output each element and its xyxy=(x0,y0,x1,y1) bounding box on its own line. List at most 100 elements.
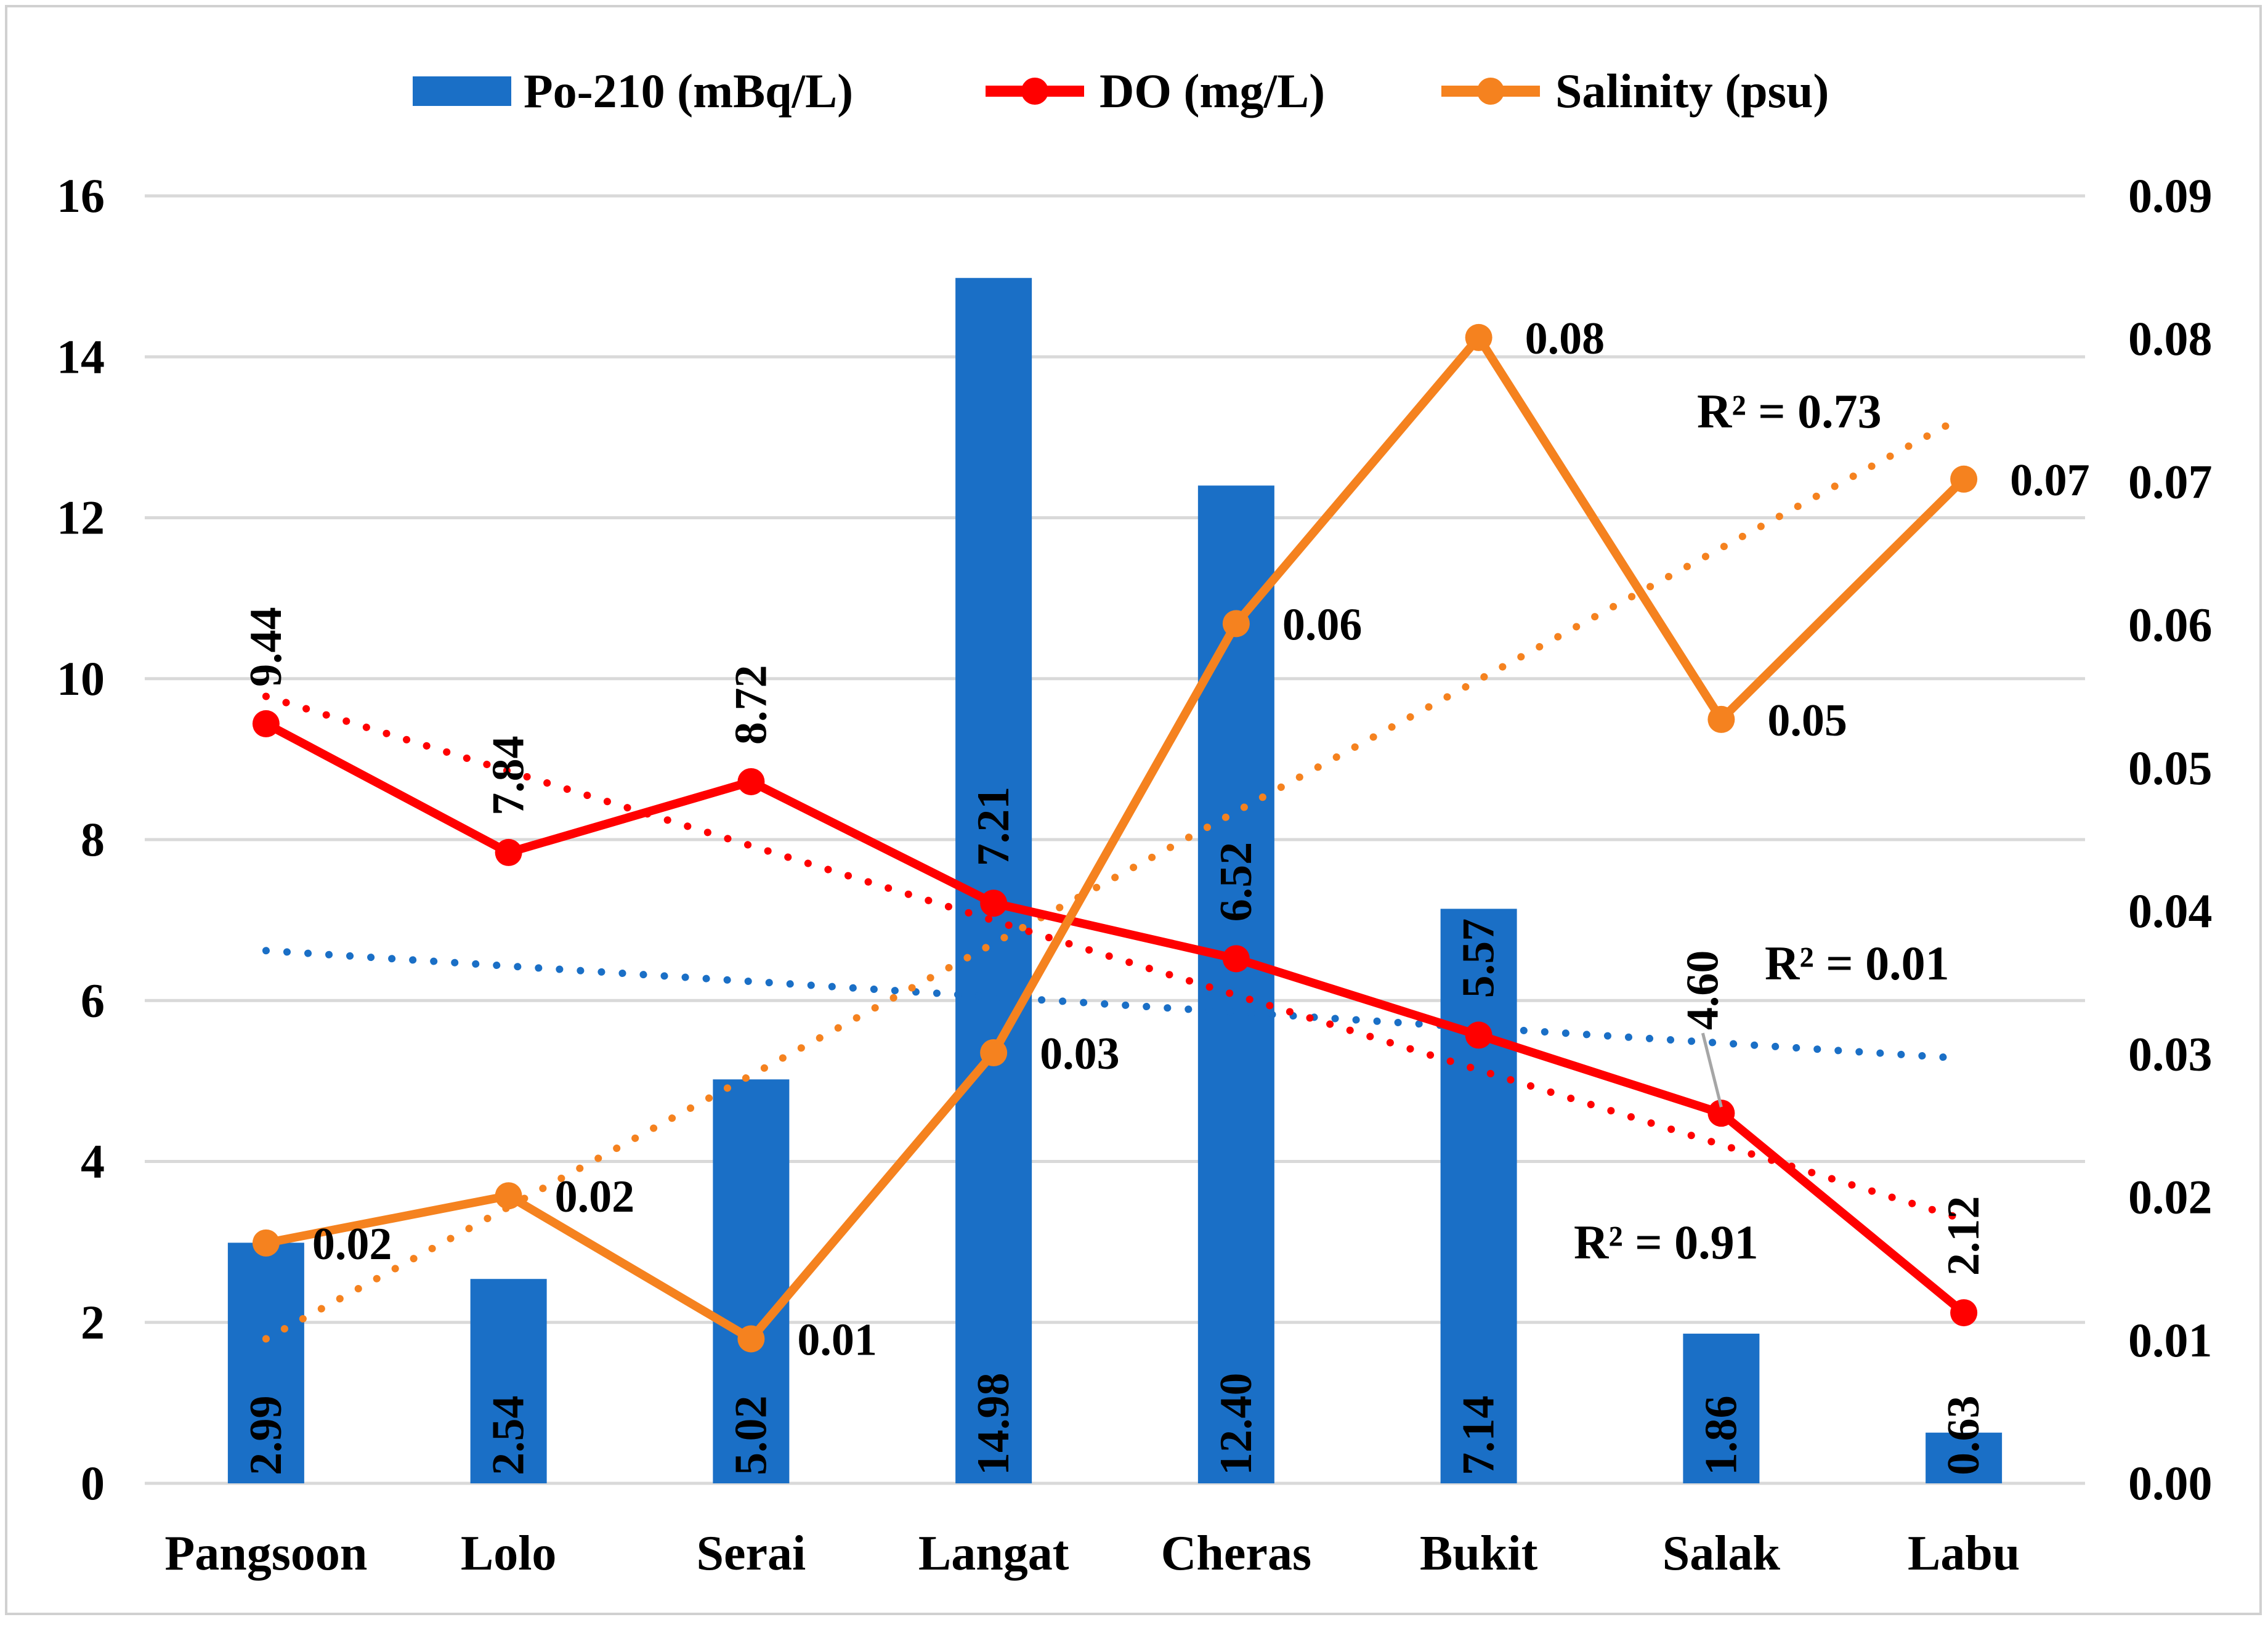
legend-label-po210: Po-210 (mBq/L) xyxy=(524,64,853,118)
x-label-labu: Labu xyxy=(1908,1526,2020,1581)
x-label-lolo: Lolo xyxy=(461,1526,557,1581)
bar-label-labu: 0.63 xyxy=(1938,1396,1989,1476)
left-axis-tick-2: 2 xyxy=(81,1295,105,1349)
x-axis-category-labels: Pangsoon Lolo Serai Langat Cheras Bukit Salak L… xyxy=(164,1526,2020,1581)
bar-label-serai: 5.02 xyxy=(726,1396,776,1476)
x-label-pangsoon: Pangsoon xyxy=(164,1526,367,1581)
salinity-marker-langat xyxy=(980,1039,1008,1067)
salinity-marker-lolo xyxy=(495,1182,522,1210)
bar-label-langat: 14.98 xyxy=(968,1373,1019,1476)
right-axis-tick-0.05: 0.05 xyxy=(2128,741,2213,795)
right-axis-tick-0.04: 0.04 xyxy=(2128,884,2213,938)
salinity-marker-pangsoon xyxy=(252,1229,280,1257)
bar-label-cheras: 12.40 xyxy=(1211,1373,1262,1476)
left-axis-tick-10: 10 xyxy=(57,652,105,705)
r2-label-salinity: R² = 0.73 xyxy=(1697,384,1882,438)
left-axis-tick-6: 6 xyxy=(81,973,105,1027)
salinity-marker-salak xyxy=(1707,705,1735,733)
right-axis-tick-0.02: 0.02 xyxy=(2128,1170,2213,1224)
r2-label-do: R² = 0.91 xyxy=(1574,1215,1759,1269)
r2-label-po210: R² = 0.01 xyxy=(1765,936,1950,990)
bar-bukit xyxy=(1440,909,1517,1483)
trendline-do xyxy=(262,692,1968,1223)
left-axis-tick-0: 0 xyxy=(81,1456,105,1510)
bar-pangsoon xyxy=(227,1242,304,1483)
do-marker-serai xyxy=(737,768,765,795)
do-label-bukit: 5.57 xyxy=(1454,918,1504,999)
bar-label-pangsoon: 2.99 xyxy=(241,1396,291,1476)
po210-bars xyxy=(227,278,2003,1483)
do-marker-langat xyxy=(980,889,1008,917)
do-label-labu: 2.12 xyxy=(1938,1196,1989,1276)
salinity-label-serai: 0.01 xyxy=(797,1315,877,1365)
do-label-lolo: 7.84 xyxy=(484,736,534,816)
salinity-label-bukit: 0.08 xyxy=(1525,314,1605,364)
salinity-label-salak: 0.05 xyxy=(1767,695,1847,746)
bar-label-lolo: 2.54 xyxy=(484,1396,534,1476)
do-label-langat: 7.21 xyxy=(968,787,1019,867)
salinity-label-lolo: 0.02 xyxy=(555,1172,635,1222)
left-axis-tick-16: 16 xyxy=(57,169,105,222)
salinity-label-pangsoon: 0.02 xyxy=(312,1219,392,1270)
do-marker-salak xyxy=(1707,1100,1735,1127)
do-marker-labu xyxy=(1950,1299,1978,1327)
do-label-leader-salak xyxy=(1701,1032,1723,1108)
left-axis-tick-4: 4 xyxy=(81,1135,105,1188)
right-axis-tick-0.07: 0.07 xyxy=(2128,455,2213,508)
x-label-langat: Langat xyxy=(918,1526,1069,1581)
series-lines xyxy=(252,323,1978,1353)
right-axis-tick-0.09: 0.09 xyxy=(2128,169,2213,222)
bar-salak xyxy=(1683,1334,1760,1483)
right-axis-tick-0.03: 0.03 xyxy=(2128,1027,2213,1080)
legend: Po-210 (mBq/L) DO (mg/L) Salinity (psu) xyxy=(413,64,1829,118)
bar-lolo xyxy=(470,1279,547,1483)
salinity-label-labu: 0.07 xyxy=(2010,455,2090,506)
left-axis-ticks: 0 2 4 6 8 10 12 14 16 xyxy=(57,169,105,1510)
right-axis-tick-0.00: 0.00 xyxy=(2128,1456,2213,1510)
trendline-salinity xyxy=(262,412,1968,1343)
right-axis-tick-0.01: 0.01 xyxy=(2128,1313,2213,1367)
legend-swatch-do-marker xyxy=(1021,78,1048,105)
left-axis-tick-14: 14 xyxy=(57,330,105,383)
x-label-salak: Salak xyxy=(1663,1526,1781,1581)
left-axis-tick-12: 12 xyxy=(57,491,105,545)
salinity-marker-serai xyxy=(737,1325,765,1353)
salinity-label-cheras: 0.06 xyxy=(1282,599,1363,650)
do-label-salak: 4.60 xyxy=(1677,950,1728,1031)
do-label-serai: 8.72 xyxy=(726,665,776,745)
bar-langat xyxy=(955,278,1032,1483)
left-axis-tick-8: 8 xyxy=(81,812,105,866)
do-marker-bukit xyxy=(1465,1021,1492,1049)
x-label-cheras: Cheras xyxy=(1161,1526,1311,1581)
legend-label-do: DO (mg/L) xyxy=(1100,64,1325,118)
salinity-marker-cheras xyxy=(1222,610,1250,638)
bar-label-salak: 1.86 xyxy=(1696,1396,1746,1476)
do-marker-pangsoon xyxy=(252,710,280,737)
salinity-marker-bukit xyxy=(1465,323,1492,351)
x-label-bukit: Bukit xyxy=(1420,1526,1538,1581)
salinity-marker-labu xyxy=(1950,465,1978,493)
legend-swatch-po210 xyxy=(413,76,511,106)
do-marker-cheras xyxy=(1222,945,1250,973)
trendlines xyxy=(262,412,1968,1343)
salinity-line xyxy=(265,333,1967,1343)
po210-data-labels: 2.99 2.54 5.02 14.98 12.40 7.14 1.86 0.63 xyxy=(241,1373,1989,1476)
do-label-cheras: 6.52 xyxy=(1211,842,1262,922)
legend-label-salinity: Salinity (psu) xyxy=(1555,64,1829,118)
r-squared-labels: R² = 0.01 R² = 0.91 R² = 0.73 xyxy=(1574,384,1950,1269)
chart-border xyxy=(5,5,2262,1615)
bar-serai xyxy=(713,1079,790,1483)
do-label-pangsoon: 9.44 xyxy=(241,607,291,687)
do-line xyxy=(264,719,1967,1316)
right-axis-tick-0.06: 0.06 xyxy=(2128,598,2213,652)
line-data-labels: 9.44 7.84 8.72 7.21 6.52 5.57 4.60 2.12 0.02 0.02… xyxy=(241,314,2090,1366)
bar-labu xyxy=(1926,1432,2003,1483)
bar-label-bukit: 7.14 xyxy=(1454,1396,1504,1476)
salinity-label-langat: 0.03 xyxy=(1040,1029,1120,1079)
legend-swatch-salinity-marker xyxy=(1477,78,1504,105)
right-axis-ticks: 0.00 0.01 0.02 0.03 0.04 0.05 0.06 0.07 0.08 0.09 xyxy=(2128,169,2213,1510)
x-label-serai: Serai xyxy=(697,1526,806,1581)
right-axis-tick-0.08: 0.08 xyxy=(2128,312,2213,365)
